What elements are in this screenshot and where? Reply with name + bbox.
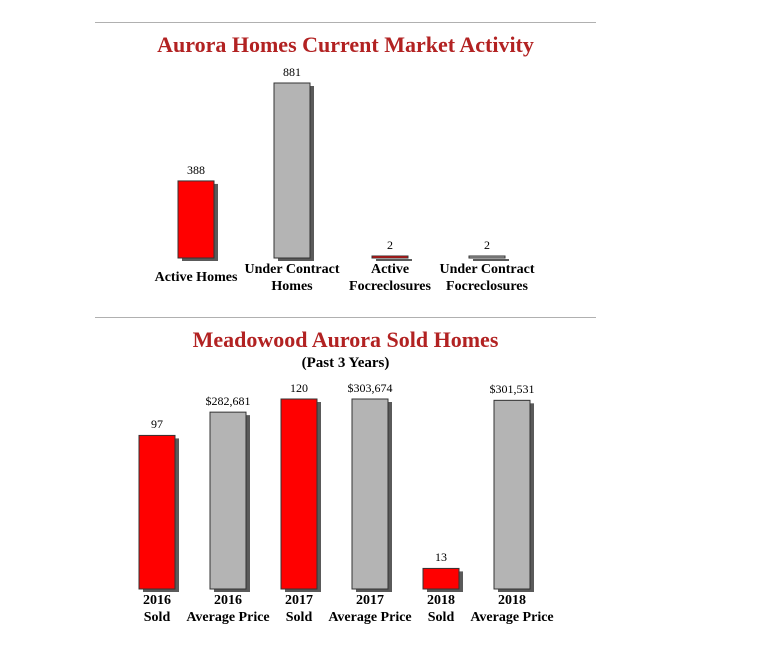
bar [493, 399, 531, 590]
category-label: Active Focreclosures [335, 261, 445, 295]
category-label-line: Active [370, 262, 410, 277]
category-label: 2016 Average Price [173, 592, 283, 626]
bar [280, 398, 318, 590]
bar [273, 82, 311, 259]
value-label: $303,674 [347, 381, 393, 395]
category-label-line: Sold [427, 610, 455, 625]
category-label-line: Under Contract [244, 262, 340, 277]
category-label-line: 2016 [143, 593, 171, 608]
value-label: 13 [435, 550, 447, 565]
category-label: 2017 Sold [244, 592, 354, 626]
value-label: $282,681 [205, 394, 251, 409]
chart2-subtitle: (Past 3 Years) [301, 355, 390, 371]
category-label-line: Homes [271, 279, 313, 294]
category-label-line: 2017 [356, 593, 384, 608]
category-label: Under Contract Focreclosures [432, 261, 542, 295]
value-label: 881 [283, 65, 301, 79]
chart2-title: Meadowood Aurora Sold Homes [192, 327, 499, 352]
category-label-line: Average Price [470, 610, 554, 625]
category-label-line: 2018 [498, 593, 526, 608]
category-label-line: Average Price [186, 610, 270, 625]
category-label-line: 2017 [285, 593, 313, 608]
bar [422, 567, 460, 590]
chart1-title: Aurora Homes Current Market Activity [157, 32, 534, 57]
bar [371, 255, 409, 259]
value-label: 120 [290, 381, 308, 395]
bar-shadow [376, 259, 412, 261]
category-label-line: Focreclosures [446, 279, 528, 294]
category-label-line: Under Contract [439, 262, 535, 277]
value-label: $301,531 [489, 382, 535, 397]
category-label: 2018 Average Price [457, 592, 567, 626]
middle-divider [95, 317, 596, 318]
bar [138, 434, 176, 590]
category-label-line: Sold [285, 610, 313, 625]
category-label: 2017 Average Price [315, 592, 425, 626]
category-label-line: Sold [143, 610, 171, 625]
category-label: Under Contract Homes [237, 261, 347, 295]
value-label: 2 [484, 238, 490, 252]
category-label-line: 2016 [214, 593, 242, 608]
bar [351, 398, 389, 590]
bar [468, 255, 506, 259]
value-label: 388 [187, 162, 205, 177]
category-label: Active Homes [141, 269, 251, 286]
category-label-line: Average Price [328, 610, 412, 625]
category-label: 2016 Sold [102, 592, 212, 626]
category-label-line: Focreclosures [349, 279, 431, 294]
category-label-line: 2018 [427, 593, 455, 608]
value-label: 2 [387, 238, 393, 252]
value-label: 97 [151, 417, 163, 432]
category-label: 2018 Sold [386, 592, 496, 626]
bar [209, 411, 247, 590]
category-label-line: Active Homes [154, 270, 238, 285]
bar [177, 180, 215, 259]
bar-shadow [473, 259, 509, 261]
top-divider [95, 22, 596, 23]
